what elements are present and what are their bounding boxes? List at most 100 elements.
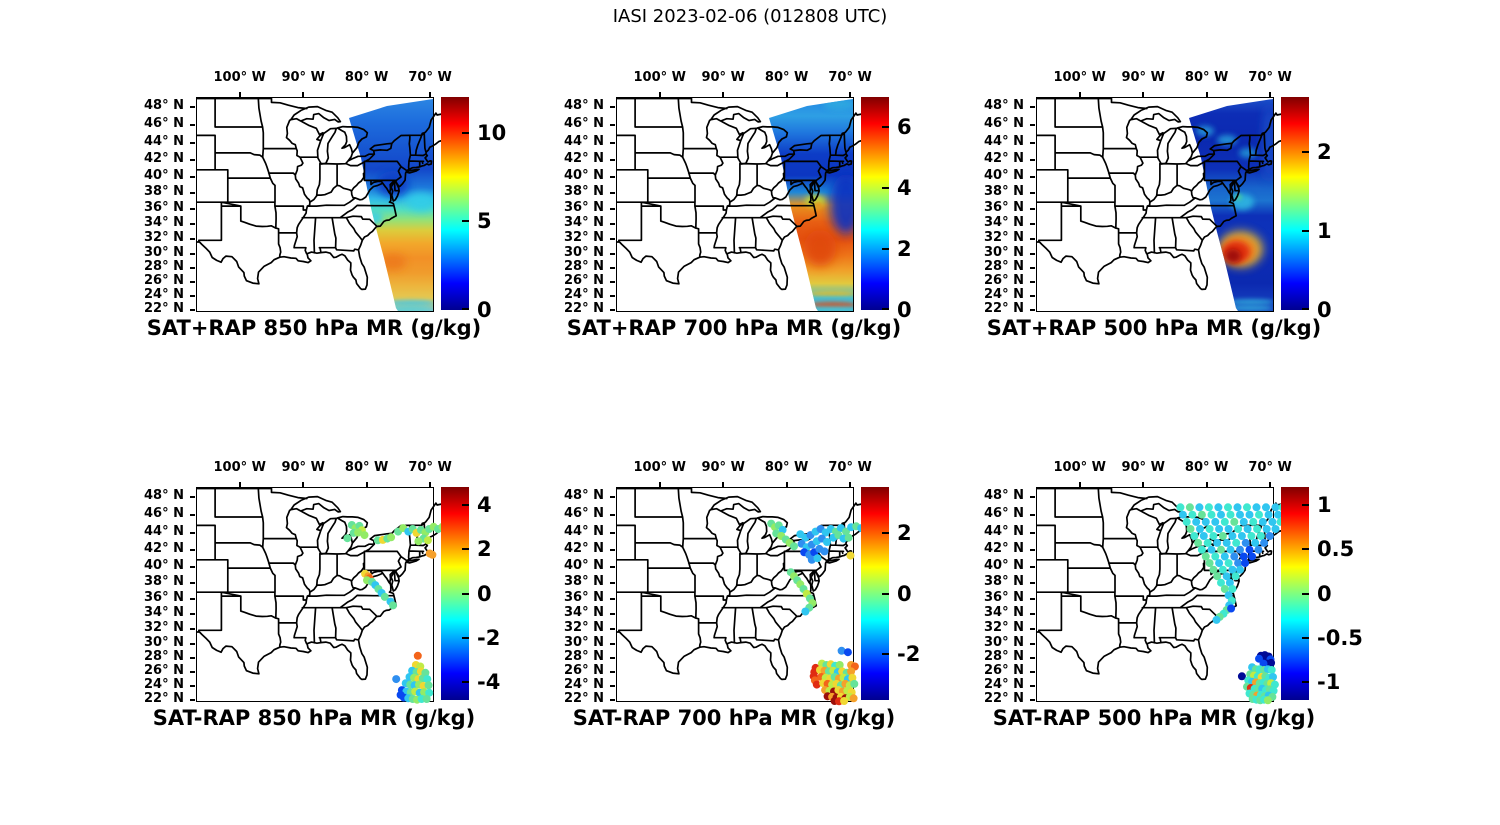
lat-tick-label: 34° N [144, 605, 184, 621]
lon-tick-label: 80° W [344, 70, 389, 85]
lat-tick-mark [1030, 159, 1035, 162]
lat-tick-mark [190, 281, 195, 284]
lat-tick-label: 48° N [564, 98, 604, 114]
map-frame [616, 487, 871, 706]
lon-tick-mark [1269, 482, 1272, 487]
lat-tick-mark [610, 699, 615, 701]
lat-tick-label: 36° N [144, 200, 184, 215]
lon-tick-mark [785, 92, 788, 97]
lon-tick-label: 70° W [408, 70, 452, 85]
colorbar-tick-mark [1302, 308, 1309, 310]
swath-anomaly-blobs [804, 99, 853, 311]
lat-tick-mark [1030, 613, 1035, 616]
colorbar-tick-mark [1302, 636, 1309, 639]
colorbar-tick-label: 0 [1317, 581, 1332, 606]
lat-tick-mark [1030, 699, 1035, 701]
lon-tick-mark [722, 92, 725, 97]
lat-tick-mark [190, 566, 195, 569]
lat-tick-mark [190, 192, 195, 195]
lat-tick-label: 44° N [564, 524, 604, 540]
lat-tick-mark [610, 549, 615, 552]
lat-tick-mark [190, 124, 195, 127]
lat-tick-mark [1030, 582, 1035, 585]
lat-tick-label: 42° N [984, 541, 1024, 557]
lat-tick-mark [610, 514, 615, 517]
colorbar-tick-label: 4 [897, 176, 912, 201]
lat-tick-mark [1030, 598, 1035, 600]
lat-tick-label: 38° N [144, 184, 184, 200]
lon-tick-mark [238, 92, 241, 97]
swath-anomaly-blobs [363, 171, 433, 311]
lat-tick-label: 24° N [564, 677, 604, 693]
lat-tick-mark [190, 295, 195, 298]
lon-tick-label: 100° W [213, 460, 267, 475]
lat-tick-mark [610, 267, 615, 270]
lat-tick-label: 32° N [564, 620, 604, 636]
lat-tick-label: 42° N [564, 151, 604, 167]
lat-tick-mark [1030, 628, 1035, 631]
lat-tick-label: 42° N [144, 541, 184, 557]
lon-tick-mark [1269, 92, 1272, 97]
lat-tick-mark [190, 223, 195, 226]
lon-tick-label: 90° W [281, 70, 325, 85]
lat-tick-mark [1030, 281, 1035, 284]
lon-tick-label: 100° W [633, 70, 687, 85]
lat-tick-label: 34° N [984, 215, 1024, 231]
colorbar-tick-label: 0 [897, 298, 912, 322]
colorbar-tick-mark [462, 220, 469, 223]
lon-tick-mark [429, 92, 432, 97]
colorbar-tick-label: 1 [1317, 219, 1332, 244]
colorbar-tick-label: -0.5 [1317, 625, 1363, 650]
lon-tick-mark [302, 92, 305, 97]
lon-tick-mark [785, 482, 788, 487]
colorbar-tick-label: 0.5 [1317, 537, 1355, 562]
colorbar-tick-mark [462, 681, 469, 684]
colorbar-tick-label: 0 [477, 581, 492, 606]
lat-tick-mark [610, 657, 615, 660]
colorbar-tick-mark [1302, 548, 1309, 551]
lat-tick-label: 48° N [984, 488, 1024, 504]
lat-tick-label: 24° N [984, 287, 1024, 303]
lat-tick-mark [1030, 566, 1035, 569]
lat-tick-label: 30° N [564, 245, 604, 260]
lat-tick-label: 48° N [144, 98, 184, 114]
lon-tick-mark [722, 482, 725, 487]
lat-tick-label: 46° N [144, 116, 184, 132]
lat-tick-mark [610, 253, 615, 255]
colorbar-tick-mark [1302, 681, 1309, 684]
lon-tick-label: 70° W [1248, 460, 1292, 475]
colorbar-tick-mark [882, 187, 889, 190]
lat-tick-label: 44° N [984, 524, 1024, 540]
lat-tick-mark [610, 295, 615, 298]
colorbar-tick-label: -2 [897, 642, 921, 667]
panel-title: SAT+RAP 500 hPa MR (g/kg) [986, 316, 1322, 340]
lat-tick-label: 26° N [564, 273, 604, 289]
colorbar-tick-mark [462, 636, 469, 639]
lat-tick-label: 40° N [984, 558, 1024, 574]
map-frame [1036, 97, 1291, 312]
lat-tick-mark [190, 309, 195, 311]
lat-tick-label: 34° N [564, 215, 604, 231]
lon-tick-mark [302, 482, 305, 487]
lat-tick-label: 34° N [564, 605, 604, 621]
lat-tick-label: 46° N [144, 506, 184, 522]
lat-tick-label: 38° N [144, 574, 184, 590]
lat-tick-mark [1030, 238, 1035, 241]
lat-tick-label: 32° N [984, 230, 1024, 246]
lat-tick-label: 30° N [564, 635, 604, 650]
colorbar-tick-label: 4 [477, 492, 492, 517]
lat-tick-mark [610, 192, 615, 195]
lat-tick-label: 22° N [984, 691, 1024, 706]
colorbar-tick-label: 2 [477, 537, 492, 562]
lat-tick-label: 28° N [144, 259, 184, 275]
swath-map [196, 97, 451, 311]
lat-tick-label: 28° N [144, 649, 184, 665]
lat-tick-label: 28° N [564, 259, 604, 275]
colorbar [861, 97, 889, 310]
lat-tick-label: 28° N [984, 649, 1024, 665]
colorbar-tick-mark [882, 248, 889, 251]
map-frame [616, 97, 871, 312]
colorbar-tick-mark [462, 503, 469, 506]
lat-tick-mark [1030, 176, 1035, 179]
lat-tick-label: 48° N [144, 488, 184, 504]
